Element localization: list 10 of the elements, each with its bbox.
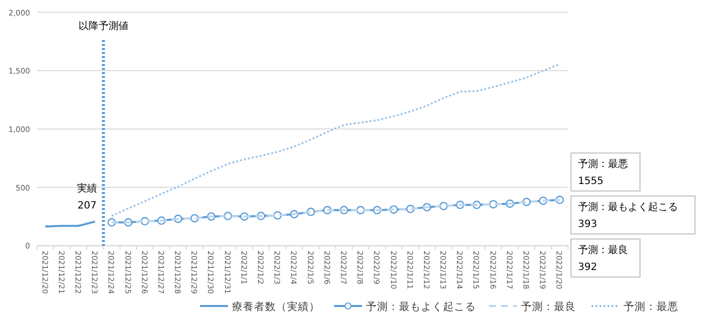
text: 予測：最悪 1555 [578, 158, 628, 187]
ref-line-label: 以降予測値 [78, 20, 128, 32]
line-series [110, 63, 561, 217]
legend-label: 予測：最もよく起こる [366, 301, 476, 313]
text: 予測：最もよく起こる 393 [578, 201, 678, 230]
legend-label: 予測：最良 [521, 300, 576, 313]
legend-label: 療養者数（実績） [232, 300, 320, 313]
annotation: 実績 207 [77, 182, 98, 212]
legend-label: 予測：最悪 [624, 301, 678, 313]
text: 予測：最良 392 [578, 244, 628, 273]
